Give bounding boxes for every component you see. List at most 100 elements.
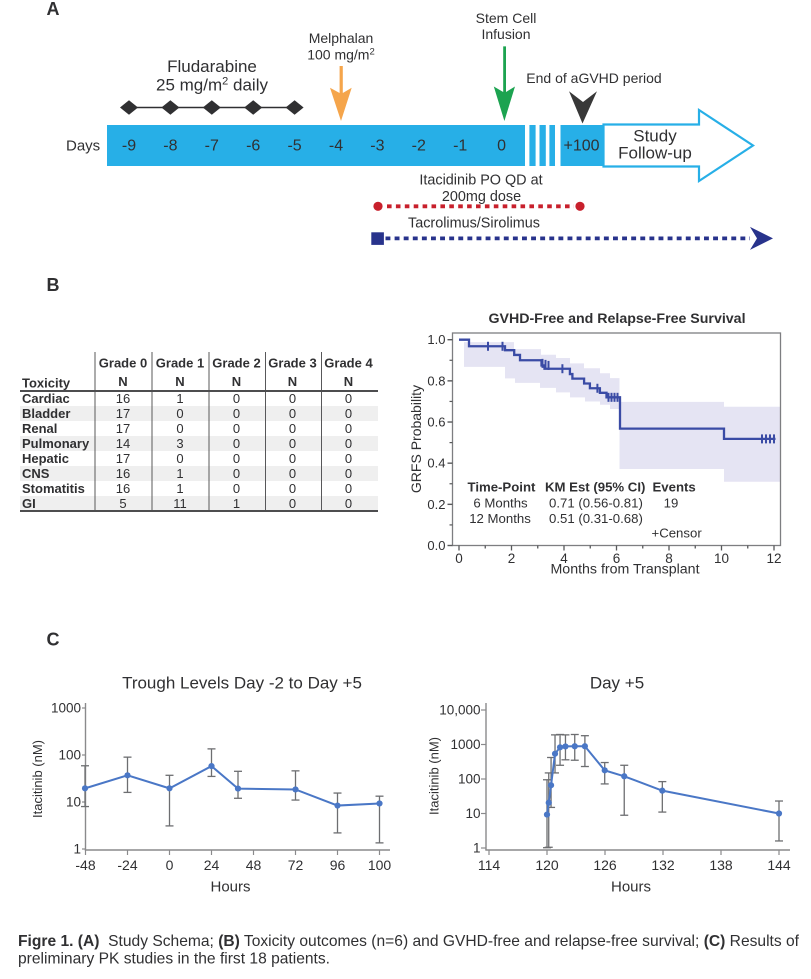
svg-text:6 Months: 6 Months (473, 496, 528, 511)
svg-text:Months from Transplant: Months from Transplant (550, 562, 699, 578)
svg-text:16: 16 (116, 481, 130, 496)
svg-text:10: 10 (465, 806, 480, 821)
svg-text:0: 0 (233, 436, 240, 451)
svg-text:0: 0 (289, 391, 296, 406)
svg-text:-4: -4 (329, 138, 343, 155)
svg-text:+Censor: +Censor (652, 526, 703, 541)
svg-text:Melphalan: Melphalan (309, 30, 374, 46)
svg-text:-7: -7 (205, 138, 219, 155)
svg-text:Hours: Hours (210, 878, 250, 895)
svg-text:19: 19 (664, 496, 679, 511)
svg-text:0: 0 (289, 436, 296, 451)
svg-text:17: 17 (116, 421, 130, 436)
svg-text:Stem Cell: Stem Cell (476, 10, 537, 26)
svg-text:12 Months: 12 Months (469, 511, 531, 526)
svg-text:0: 0 (233, 451, 240, 466)
svg-text:Grade 3: Grade 3 (268, 356, 316, 371)
svg-text:-24: -24 (117, 857, 137, 873)
svg-text:1: 1 (473, 841, 481, 856)
svg-text:B: B (47, 275, 60, 295)
svg-text:0: 0 (176, 421, 183, 436)
svg-text:0: 0 (233, 466, 240, 481)
svg-text:6: 6 (613, 551, 621, 566)
svg-text:-8: -8 (163, 138, 177, 155)
svg-text:0: 0 (289, 481, 296, 496)
svg-text:0: 0 (176, 406, 183, 421)
svg-text:0.4: 0.4 (427, 456, 445, 471)
svg-text:0: 0 (289, 466, 296, 481)
svg-text:0: 0 (289, 406, 296, 421)
svg-text:25 mg/m2 daily: 25 mg/m2 daily (156, 76, 268, 95)
svg-text:Infusion: Infusion (481, 26, 530, 42)
svg-text:0: 0 (497, 138, 506, 155)
svg-text:N: N (288, 374, 297, 389)
svg-text:-3: -3 (370, 138, 384, 155)
svg-text:0: 0 (345, 406, 352, 421)
svg-text:Pulmonary: Pulmonary (22, 436, 90, 451)
svg-text:Figre 1. (A) Study Schema; (B: Figre 1. (A) Study Schema; (B) Toxicity … (18, 933, 800, 950)
svg-text:Hours: Hours (611, 878, 651, 895)
svg-text:-2: -2 (412, 138, 426, 155)
svg-text:24: 24 (204, 857, 220, 873)
svg-text:Grade 1: Grade 1 (156, 356, 204, 371)
svg-text:Cardiac: Cardiac (22, 391, 70, 406)
svg-text:GI: GI (22, 496, 36, 511)
svg-text:10,000: 10,000 (439, 703, 480, 718)
svg-text:0: 0 (345, 466, 352, 481)
svg-text:72: 72 (288, 857, 304, 873)
svg-text:Tacrolimus/Sirolimus: Tacrolimus/Sirolimus (408, 216, 540, 232)
svg-text:CNS: CNS (22, 466, 50, 481)
svg-text:0: 0 (289, 451, 296, 466)
svg-text:N: N (118, 374, 127, 389)
svg-text:N: N (232, 374, 241, 389)
svg-text:N: N (175, 374, 184, 389)
svg-text:-48: -48 (75, 857, 95, 873)
svg-text:0.8: 0.8 (427, 373, 445, 388)
svg-text:0: 0 (233, 406, 240, 421)
svg-text:0.51 (0.31-0.68): 0.51 (0.31-0.68) (549, 511, 643, 526)
svg-text:preliminary PK studies in the: preliminary PK studies in the first 18 p… (18, 951, 330, 968)
svg-text:GRFS Probability: GRFS Probability (408, 385, 424, 493)
svg-text:1: 1 (73, 842, 81, 857)
svg-text:4: 4 (560, 551, 568, 566)
svg-text:138: 138 (709, 857, 733, 873)
svg-text:0: 0 (233, 391, 240, 406)
svg-text:48: 48 (246, 857, 262, 873)
svg-text:Itacidinib PO QD at: Itacidinib PO QD at (419, 173, 542, 189)
svg-text:126: 126 (593, 857, 617, 873)
svg-text:0: 0 (289, 421, 296, 436)
svg-text:16: 16 (116, 391, 130, 406)
svg-text:12: 12 (766, 551, 781, 566)
svg-text:17: 17 (116, 451, 130, 466)
svg-text:Study: Study (633, 127, 677, 146)
svg-text:0: 0 (345, 391, 352, 406)
svg-text:Itacitinib (nM): Itacitinib (nM) (30, 740, 45, 818)
svg-text:0: 0 (233, 481, 240, 496)
svg-text:A: A (47, 0, 60, 19)
svg-text:1000: 1000 (450, 737, 480, 752)
svg-text:96: 96 (330, 857, 346, 873)
svg-text:11: 11 (173, 496, 187, 511)
svg-text:14: 14 (116, 436, 130, 451)
svg-text:100: 100 (58, 748, 81, 763)
svg-text:0.2: 0.2 (427, 497, 445, 512)
svg-text:Renal: Renal (22, 421, 57, 436)
svg-text:0.6: 0.6 (427, 415, 445, 430)
svg-text:-6: -6 (246, 138, 260, 155)
svg-text:2: 2 (508, 551, 516, 566)
svg-text:144: 144 (767, 857, 791, 873)
svg-text:KM Est (95% CI): KM Est (95% CI) (545, 480, 645, 495)
svg-text:Trough Levels Day -2 to Day +5: Trough Levels Day -2 to Day +5 (122, 674, 362, 693)
svg-text:114: 114 (478, 857, 501, 873)
svg-text:200mg dose: 200mg dose (442, 189, 521, 205)
svg-text:100 mg/m2: 100 mg/m2 (307, 47, 375, 63)
svg-text:+100: +100 (563, 138, 599, 155)
svg-text:1: 1 (176, 466, 183, 481)
svg-text:0.71 (0.56-0.81): 0.71 (0.56-0.81) (549, 496, 643, 511)
svg-text:Events: Events (653, 480, 696, 495)
svg-text:1.0: 1.0 (427, 332, 445, 347)
svg-text:0: 0 (289, 496, 296, 511)
svg-text:0: 0 (455, 551, 463, 566)
svg-text:1: 1 (233, 496, 240, 511)
svg-text:GVHD-Free and Relapse-Free Sur: GVHD-Free and Relapse-Free Survival (488, 311, 745, 327)
